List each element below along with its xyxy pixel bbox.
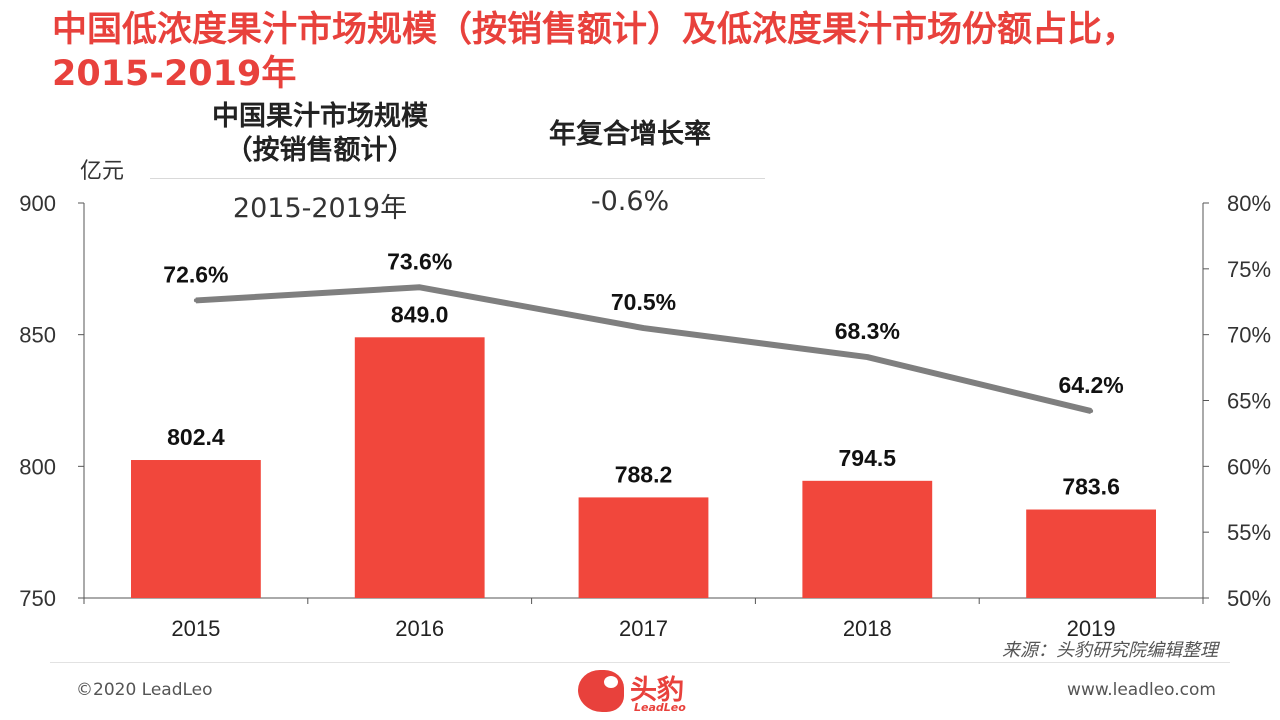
- x-tick-label: 2017: [619, 616, 668, 641]
- cagr-header-size-line2: （按销售额计）: [225, 135, 415, 166]
- cagr-header-rate: 年复合增长率: [549, 119, 711, 150]
- y2-tick-label: 80%: [1227, 191, 1271, 216]
- y2-tick-label: 75%: [1227, 257, 1271, 282]
- bar-value-label: 783.6: [1062, 474, 1120, 500]
- cagr-header-size-line1: 中国果汁市场规模: [212, 101, 428, 132]
- line-point: [641, 326, 646, 331]
- cagr-table: 中国果汁市场规模 （按销售额计） 年复合增长率 2015-2019年 -0.6%: [150, 98, 770, 228]
- bar-value-label: 802.4: [167, 424, 225, 450]
- bar-value-label: 849.0: [391, 301, 449, 327]
- line-point: [1089, 409, 1094, 414]
- copyright: ©2020 LeadLeo: [76, 680, 213, 700]
- line-point: [417, 285, 422, 290]
- y2-tick-label: 70%: [1227, 323, 1271, 348]
- y-tick-label: 850: [19, 323, 56, 348]
- y2-tick-label: 50%: [1227, 586, 1271, 611]
- x-tick-label: 2015: [171, 616, 220, 641]
- chart-title: 中国低浓度果汁市场规模（按销售额计）及低浓度果汁市场份额占比，2015-2019…: [52, 10, 1138, 94]
- bar-value-label: 788.2: [615, 461, 673, 487]
- line-point: [193, 298, 198, 303]
- line-point: [865, 355, 870, 360]
- line-value-label: 64.2%: [1058, 372, 1123, 398]
- line-value-label: 68.3%: [835, 318, 900, 344]
- y2-tick-label: 60%: [1227, 454, 1271, 479]
- leadleo-logo: 头豹 LeadLeo: [578, 666, 708, 718]
- footer-divider: [50, 662, 1230, 663]
- line-value-label: 72.6%: [163, 261, 228, 287]
- y-tick-label: 800: [19, 454, 56, 479]
- y2-tick-label: 55%: [1227, 520, 1271, 545]
- bar: [578, 497, 709, 598]
- y-tick-label: 900: [19, 191, 56, 216]
- cagr-header-size: 中国果汁市场规模 （按销售额计）: [180, 100, 460, 168]
- y-tick-label: 750: [19, 586, 56, 611]
- bar: [802, 480, 933, 598]
- bar: [1026, 509, 1157, 598]
- x-tick-label: 2018: [843, 616, 892, 641]
- source-note: 来源：头豹研究院编辑整理: [1002, 640, 1218, 661]
- cagr-rate: -0.6%: [590, 186, 670, 217]
- bar-value-label: 794.5: [839, 445, 897, 471]
- line-value-label: 73.6%: [387, 248, 452, 274]
- y2-tick-label: 65%: [1227, 389, 1271, 414]
- bar: [130, 460, 261, 598]
- logo-en-text: LeadLeo: [634, 701, 686, 714]
- leopard-icon: [578, 670, 624, 712]
- bar: [354, 337, 485, 598]
- logo-cn-text: 头豹: [630, 675, 684, 706]
- line-value-label: 70.5%: [611, 289, 676, 315]
- x-tick-label: 2016: [395, 616, 444, 641]
- x-tick-label: 2019: [1067, 616, 1116, 641]
- y-axis-unit: 亿元: [80, 158, 124, 183]
- cagr-period: 2015-2019年: [232, 193, 408, 224]
- website: www.leadleo.com: [1067, 680, 1216, 700]
- cagr-divider: [150, 178, 765, 179]
